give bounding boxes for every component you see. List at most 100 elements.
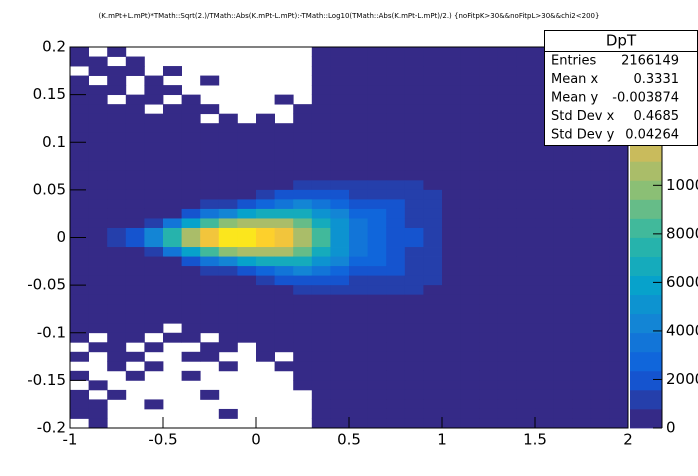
heatmap-cell	[88, 256, 108, 267]
heatmap-cell	[181, 323, 201, 334]
heatmap-cell	[274, 332, 294, 343]
heatmap-cell	[107, 180, 127, 191]
heatmap-cell	[107, 389, 127, 400]
heatmap-cell	[590, 351, 610, 362]
color-bar-band	[630, 389, 662, 410]
heatmap-cell	[107, 66, 127, 76]
heatmap-cell	[479, 151, 499, 162]
heatmap-cell	[442, 170, 461, 181]
heatmap-cell	[572, 161, 592, 172]
heatmap-cell	[497, 332, 517, 343]
heatmap-cell	[218, 113, 238, 124]
heatmap-cell	[367, 189, 387, 200]
heatmap-cell	[442, 399, 461, 410]
heatmap-cell	[497, 313, 517, 324]
heatmap-cell	[535, 389, 554, 400]
heatmap-cell	[479, 56, 499, 67]
heatmap-cell	[479, 85, 499, 96]
heatmap-cell	[404, 56, 424, 67]
heatmap-cell	[125, 104, 145, 115]
heatmap-cell	[404, 256, 424, 267]
heatmap-cell	[311, 132, 331, 143]
heatmap-cell	[442, 332, 461, 343]
heatmap-cell	[572, 389, 592, 400]
heatmap-cell	[349, 123, 368, 134]
heatmap-cell	[423, 237, 443, 248]
y-tick-label: 0.05	[33, 180, 66, 198]
heatmap-cell	[70, 151, 89, 162]
heatmap-cell	[609, 227, 629, 238]
heatmap-cell	[535, 275, 554, 286]
heatmap-cell	[553, 199, 573, 210]
heatmap-cell	[423, 85, 443, 96]
heatmap-cell	[572, 218, 592, 229]
heatmap-cell	[479, 227, 499, 238]
heatmap-cell	[460, 380, 480, 391]
heatmap-cell	[404, 47, 424, 57]
heatmap-cell	[163, 332, 182, 343]
heatmap-cell	[404, 132, 424, 143]
heatmap-cell	[516, 351, 536, 362]
heatmap-cell	[535, 151, 554, 162]
heatmap-cell	[609, 199, 629, 210]
heatmap-cell	[609, 294, 629, 305]
heatmap-cell	[181, 94, 201, 105]
heatmap-cell	[516, 75, 536, 86]
heatmap-cell	[88, 408, 108, 419]
heatmap-cell	[497, 104, 517, 115]
heatmap-cell	[386, 180, 406, 191]
heatmap-cell	[386, 313, 406, 324]
heatmap-cell	[423, 256, 443, 267]
heatmap-cell	[367, 161, 387, 172]
heatmap-cell	[609, 304, 629, 315]
heatmap-cell	[535, 399, 554, 410]
y-tick-label: -0.15	[27, 371, 66, 389]
heatmap-cell	[125, 351, 145, 362]
heatmap-cell	[330, 161, 350, 172]
heatmap-cell	[200, 351, 220, 362]
heatmap-cell	[553, 342, 573, 353]
x-tick-label: 0.5	[337, 431, 361, 449]
heatmap-cell	[107, 247, 127, 257]
heatmap-cell	[479, 313, 499, 324]
heatmap-cell	[237, 199, 257, 210]
heatmap-cell	[125, 275, 145, 286]
heatmap-cell	[70, 285, 89, 296]
heatmap-cell	[293, 247, 313, 257]
heatmap-cell	[386, 161, 406, 172]
heatmap-cell	[70, 142, 89, 153]
heatmap-cell	[479, 66, 499, 76]
heatmap-cell	[107, 342, 127, 353]
heatmap-cell	[311, 361, 331, 372]
heatmap-cell	[274, 304, 294, 315]
heatmap-cell	[88, 123, 108, 134]
heatmap-cell	[572, 208, 592, 219]
heatmap-cell	[386, 218, 406, 229]
heatmap-cell	[311, 256, 331, 267]
heatmap-cell	[144, 85, 164, 96]
heatmap-cell	[70, 408, 89, 419]
x-tick-label: 1	[437, 431, 447, 449]
heatmap-cell	[423, 370, 443, 381]
heatmap-cell	[70, 123, 89, 134]
heatmap-cell	[218, 294, 238, 305]
heatmap-cell	[330, 266, 350, 276]
heatmap-cell	[293, 323, 313, 334]
heatmap-cell	[274, 161, 294, 172]
heatmap-cell	[404, 313, 424, 324]
heatmap-cell	[274, 237, 294, 248]
heatmap-cell	[497, 227, 517, 238]
heatmap-cell	[423, 342, 443, 353]
heatmap-cell	[237, 218, 257, 229]
heatmap-cell	[479, 380, 499, 391]
heatmap-cell	[497, 75, 517, 86]
heatmap-cell	[144, 304, 164, 315]
heatmap-cell	[274, 247, 294, 257]
heatmap-cell	[218, 332, 238, 343]
heatmap-cell	[460, 113, 480, 124]
heatmap-cell	[460, 56, 480, 67]
heatmap-cell	[442, 199, 461, 210]
heatmap-cell	[497, 285, 517, 296]
heatmap-cell	[311, 104, 331, 115]
y-tick-label: 0	[56, 228, 66, 246]
